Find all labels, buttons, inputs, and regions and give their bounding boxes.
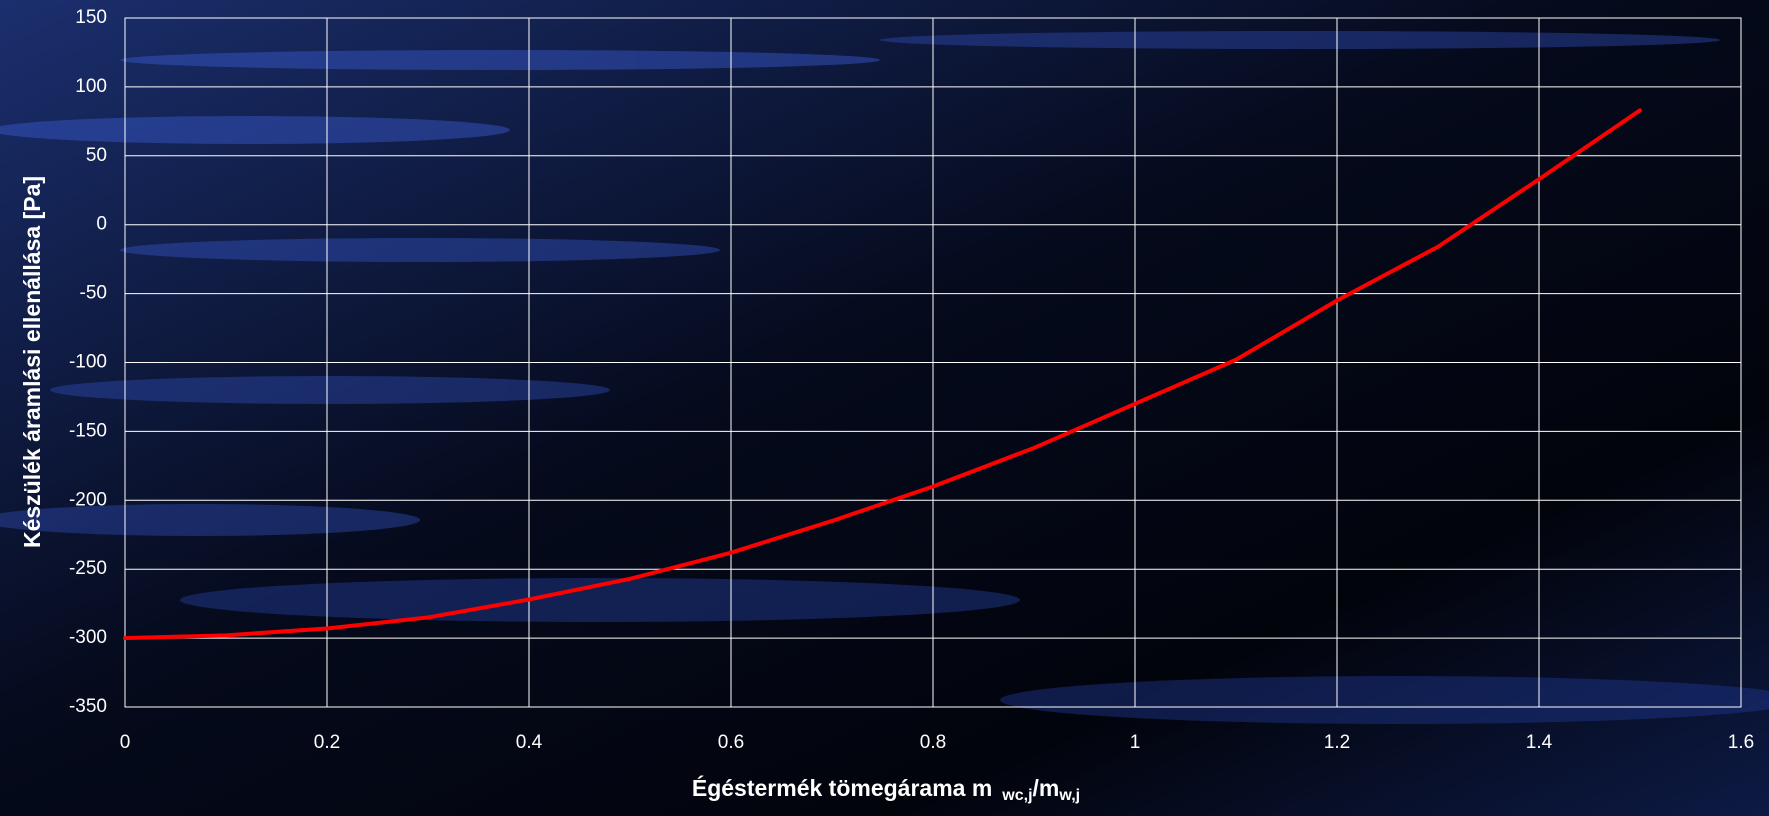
- x-tick-label: 1.6: [1728, 732, 1754, 753]
- y-tick-label: -350: [69, 696, 107, 717]
- y-tick-label: 50: [86, 145, 107, 166]
- x-tick-label: 1: [1130, 732, 1141, 753]
- y-tick-label: -50: [80, 283, 107, 304]
- chart: Égéstermék tömegárama mwc,j/mw,j Készülé…: [0, 0, 1769, 816]
- x-tick-label: 0.6: [718, 732, 744, 753]
- x-tick-label: 1.4: [1526, 732, 1553, 753]
- y-tick-label: 0: [96, 214, 107, 235]
- y-tick-label: 150: [75, 7, 107, 28]
- y-tick-label: 100: [75, 76, 107, 97]
- x-tick-label: 0.4: [516, 732, 543, 753]
- x-tick-label: 1.2: [1324, 732, 1350, 753]
- x-tick-label: 0: [120, 732, 131, 753]
- x-tick-label: 0.8: [920, 732, 946, 753]
- x-tick-label: 0.2: [314, 732, 340, 753]
- y-axis-title: Készülék áramlási ellenállása [Pa]: [19, 176, 45, 548]
- y-tick-label: -300: [69, 627, 107, 648]
- y-tick-label: -150: [69, 420, 107, 441]
- y-tick-label: -100: [69, 352, 107, 373]
- y-tick-label: -200: [69, 489, 107, 510]
- y-tick-label: -250: [69, 558, 107, 579]
